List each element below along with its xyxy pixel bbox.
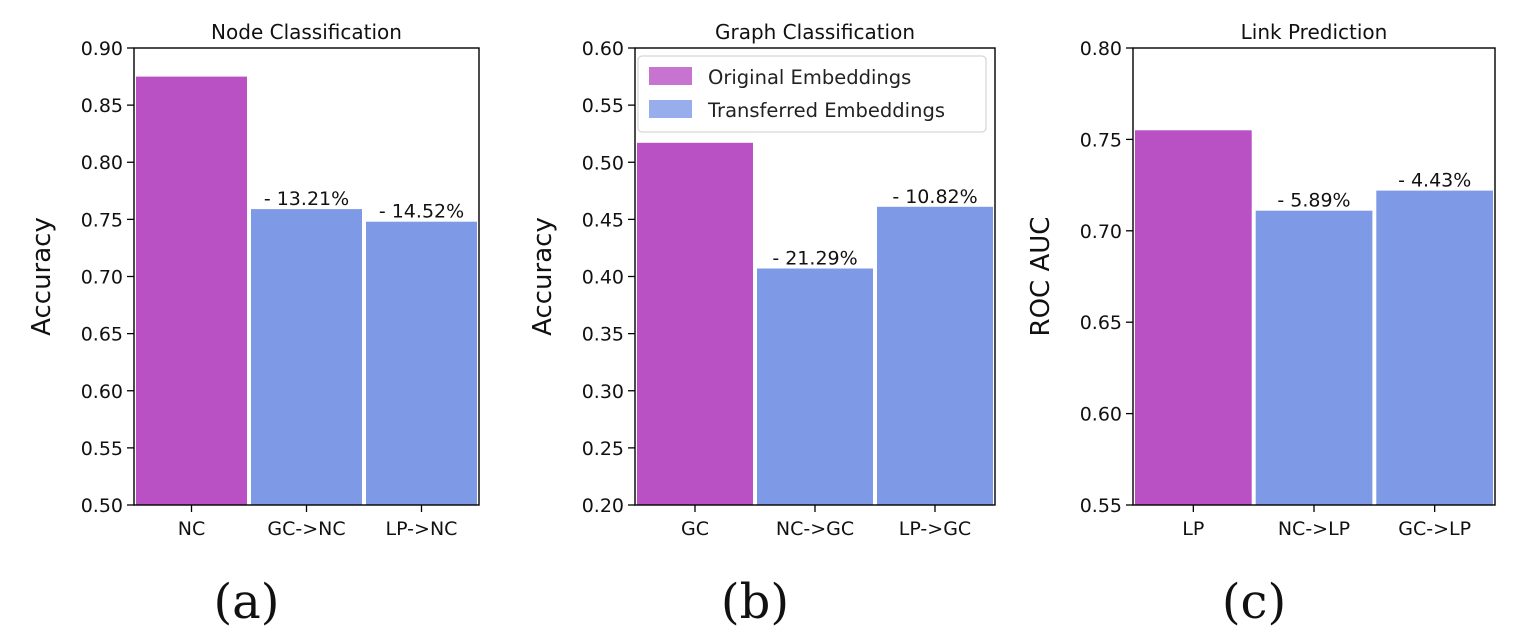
chart-title: Link Prediction: [1241, 20, 1388, 44]
y-tick-label: 0.50: [582, 152, 624, 174]
y-tick-label: 0.30: [582, 381, 624, 403]
y-axis-label: ROC AUC: [1026, 217, 1056, 337]
y-tick-label: 0.85: [81, 95, 123, 117]
legend-swatch-original: [649, 67, 692, 85]
y-tick-label: 0.65: [81, 324, 123, 346]
chart-title: Node Classification: [211, 20, 402, 44]
y-tick-label: 0.55: [582, 95, 624, 117]
y-tick-label: 0.60: [1080, 404, 1122, 426]
y-tick-label: 0.70: [81, 267, 123, 289]
bar-gc-to-lp: [1376, 190, 1493, 505]
bar-nc-to-gc: [757, 268, 873, 505]
y-axis-label: Accuracy: [27, 217, 57, 336]
y-tick-label: 0.45: [582, 209, 624, 231]
y-tick-label: 0.65: [1080, 312, 1122, 334]
panel-label: (b): [721, 574, 789, 630]
legend-label-transferred: Transferred Embeddings: [707, 99, 945, 122]
y-tick-label: 0.90: [81, 38, 123, 60]
chart-title: Graph Classification: [715, 20, 915, 44]
panel-label: (a): [213, 574, 279, 630]
x-tick-label: NC: [178, 518, 205, 540]
chart-panel-link-prediction: - 5.89% - 4.43% 0.55 0.60 0.65 0.70 0.75 0.80 LP…: [1026, 20, 1496, 630]
bar-lp-to-nc: [366, 221, 477, 505]
bar-gc-to-nc: [251, 209, 362, 505]
y-tick-label: 0.55: [81, 438, 123, 460]
y-tick-label: 0.35: [582, 324, 624, 346]
x-tick-label: LP->NC: [386, 518, 458, 540]
x-tick-label: LP: [1182, 518, 1204, 540]
y-axis-label: Accuracy: [528, 217, 558, 336]
bar-value-label: - 4.43%: [1398, 170, 1471, 192]
bar-lp-to-gc: [877, 206, 993, 506]
y-tick-label: 0.40: [582, 267, 624, 289]
y-tick-label: 0.25: [582, 438, 624, 460]
x-tick-label: GC->NC: [267, 518, 345, 540]
y-tick-label: 0.60: [81, 381, 123, 403]
x-tick-label: NC->GC: [776, 518, 854, 540]
y-tick-label: 0.55: [1080, 495, 1122, 517]
bar-lp: [1135, 130, 1252, 506]
legend-swatch-transferred: [649, 100, 692, 118]
bar-value-label: - 10.82%: [892, 186, 977, 208]
bar-value-label: - 21.29%: [772, 248, 857, 270]
y-tick-label: 0.80: [1080, 38, 1122, 60]
x-tick-label: GC: [681, 518, 709, 540]
bar-nc-to-lp: [1255, 210, 1373, 505]
bar-value-label: - 5.89%: [1277, 190, 1350, 212]
bar-value-label: - 14.52%: [379, 201, 464, 223]
y-tick-label: 0.50: [81, 495, 123, 517]
panel-label: (c): [1222, 574, 1286, 630]
y-tick-label: 0.70: [1080, 221, 1122, 243]
legend-box: [637, 55, 987, 133]
y-tick-label: 0.60: [582, 38, 624, 60]
x-tick-label: GC->LP: [1398, 518, 1471, 540]
legend: Original Embeddings Transferred Embedding…: [637, 55, 987, 133]
bar-value-label: - 13.21%: [264, 188, 349, 210]
chart-panel-graph-classification: - 21.29% - 10.82% 0.20 0.25 0.30 0.35 0.40 0.45…: [528, 20, 996, 630]
chart-panel-node-classification: - 13.21% - 14.52% 0.50 0.55 0.60 0.65 0.70 0.75…: [27, 20, 480, 630]
y-tick-label: 0.75: [81, 209, 123, 231]
y-tick-label: 0.20: [582, 495, 624, 517]
x-tick-label: LP->GC: [899, 518, 971, 540]
bar-gc: [637, 142, 753, 506]
y-tick-label: 0.75: [1080, 129, 1122, 151]
legend-label-original: Original Embeddings: [708, 66, 911, 89]
bar-nc: [136, 76, 247, 505]
x-tick-label: NC->LP: [1278, 518, 1350, 540]
y-tick-label: 0.80: [81, 152, 123, 174]
